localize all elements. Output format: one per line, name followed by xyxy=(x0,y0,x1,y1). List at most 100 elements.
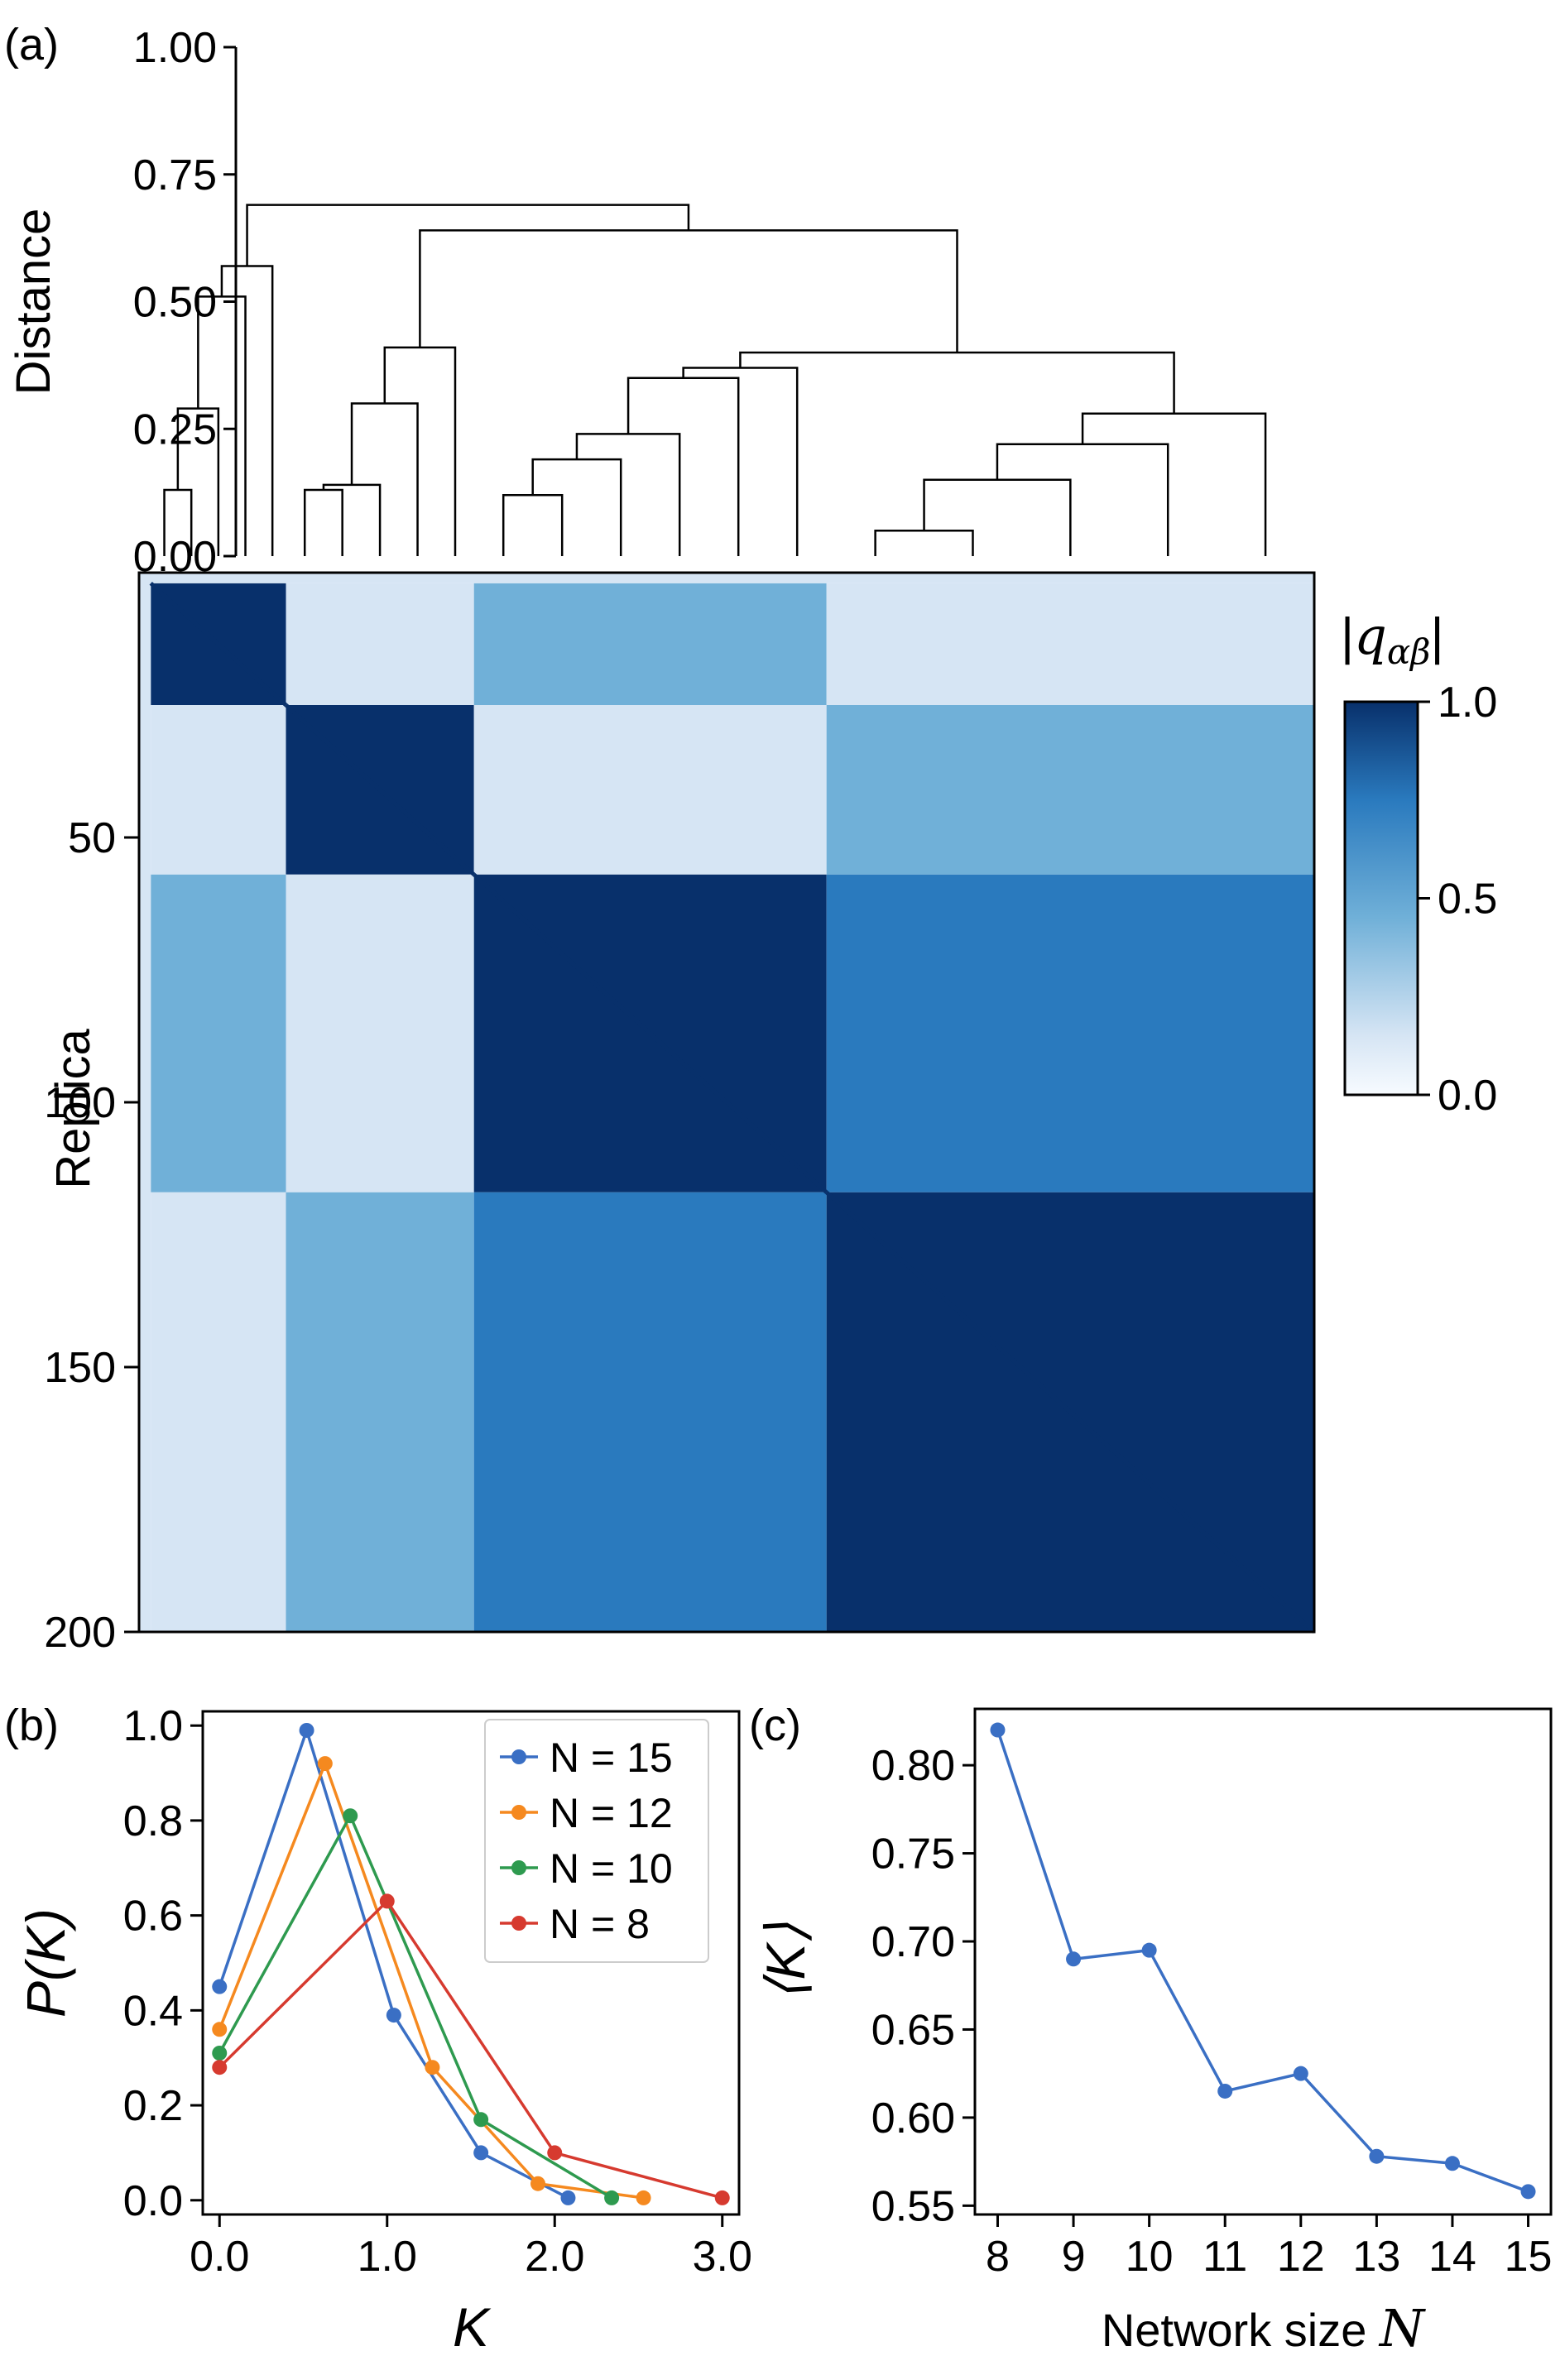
series-line xyxy=(996,1729,1529,2193)
data-point xyxy=(714,2190,730,2205)
data-point xyxy=(473,2145,489,2161)
legend-box xyxy=(484,1719,709,1963)
data-point xyxy=(299,1722,314,1738)
dendro-y-tick-label: 1.00 xyxy=(133,24,217,72)
x-tick-label: 14 xyxy=(1428,2233,1476,2281)
plot-b: 0.0 1.0 2.0 3.0 0.0 0.2 0.4 0.6 0.8 1.0 K P(K) N = 1… xyxy=(15,1702,752,2358)
heatmap-cell xyxy=(473,705,827,875)
x-axis-label-symbol: N xyxy=(1378,2298,1427,2358)
data-point xyxy=(343,1808,358,1824)
legend-label: N = 15 xyxy=(550,1735,673,1781)
x-tick-label: 0.0 xyxy=(190,2233,249,2281)
data-point xyxy=(473,2112,489,2128)
data-point xyxy=(1520,2184,1536,2200)
x-tick-label: 10 xyxy=(1126,2233,1174,2281)
heatmap-diagonal xyxy=(473,872,828,1194)
y-tick-label: 0.80 xyxy=(871,1742,955,1790)
panel-a-label: (a) xyxy=(4,20,59,70)
heatmap: 50 100 150 200 Replica xyxy=(44,571,1316,1657)
heatmap-cell xyxy=(826,874,1314,1192)
colorbar-label-bar: | xyxy=(1341,608,1354,665)
y-tick-label: 0.65 xyxy=(871,2006,955,2054)
heatmap-cell xyxy=(286,583,474,705)
heatmap-cell xyxy=(151,705,286,875)
data-point xyxy=(547,2145,563,2161)
legend-marker xyxy=(511,1916,526,1931)
legend-label: N = 10 xyxy=(550,1845,673,1892)
legend-marker xyxy=(511,1805,526,1820)
dendro-y-tick-label: 0.25 xyxy=(133,405,217,453)
colorbar-tick-label: 0.0 xyxy=(1438,1072,1497,1120)
dendro-link xyxy=(322,483,382,556)
y-tick-label: 0.70 xyxy=(871,1918,955,1966)
heatmap-cell xyxy=(473,1192,827,1632)
data-point xyxy=(990,1722,1006,1738)
data-point xyxy=(425,2060,440,2075)
dendro-link xyxy=(575,433,681,556)
legend-label: N = 8 xyxy=(550,1901,650,1947)
dendro-link xyxy=(502,493,564,556)
series-line xyxy=(218,1812,612,2200)
legend-marker xyxy=(511,1860,526,1875)
y-tick-label: 0.2 xyxy=(123,2082,183,2130)
legend: N = 15 N = 12 N = 10 N = 8 xyxy=(484,1719,709,1963)
x-axis-label: K xyxy=(453,2296,492,2358)
colorbar-label-subscript: αβ xyxy=(1387,631,1431,672)
y-tick-label: 0.8 xyxy=(123,1797,183,1845)
colorbar: 0.00.51.0|qαβ| xyxy=(1341,606,1497,1120)
dendro-link xyxy=(739,351,1175,414)
x-tick-label: 15 xyxy=(1505,2233,1553,2281)
heatmap-cell xyxy=(139,573,151,1632)
legend-label: N = 12 xyxy=(550,1790,673,1836)
y-tick-label: 0.4 xyxy=(123,1987,183,2035)
dendro-link xyxy=(220,265,274,556)
x-tick-label: 1.0 xyxy=(358,2233,417,2281)
heatmap-y-axis-label: Replica xyxy=(46,1029,100,1189)
data-point xyxy=(1369,2148,1385,2164)
heatmap-cell xyxy=(473,583,827,705)
x-tick-label: 2.0 xyxy=(525,2233,584,2281)
data-point xyxy=(530,2176,545,2191)
heatmap-diagonal xyxy=(825,1190,1316,1634)
heatmap-diagonal xyxy=(284,703,476,876)
x-tick-label: 11 xyxy=(1203,2233,1247,2281)
x-axis-label-text: Network size xyxy=(1102,2304,1380,2356)
colorbar-label-bar: | xyxy=(1430,608,1443,665)
y-tick-label: 0.55 xyxy=(871,2182,955,2230)
data-point xyxy=(560,2190,576,2205)
colorbar-tick-label: 0.5 xyxy=(1438,876,1497,924)
dendro-link xyxy=(626,377,740,556)
y-tick-label: 0.0 xyxy=(123,2177,183,2225)
x-tick-label: 3.0 xyxy=(693,2233,752,2281)
y-tick-label: 1.0 xyxy=(123,1702,183,1750)
heatmap-y-tick-label: 150 xyxy=(44,1344,116,1392)
colorbar-label: |qαβ| xyxy=(1341,606,1444,672)
colorbar-label-symbol: q xyxy=(1354,606,1387,666)
x-tick-label: 13 xyxy=(1352,2233,1400,2281)
colorbar-scale xyxy=(1343,700,1419,1096)
dendro-link xyxy=(383,346,457,556)
panel-c: (c) 8 9 10 11 12 13 14 15 0.55 0.60 0.65 0.70 0.75 0.… xyxy=(749,1701,1553,2358)
heatmap-cell xyxy=(139,573,1314,583)
heatmap-cell xyxy=(826,705,1314,875)
dendro-link xyxy=(419,229,958,353)
x-tick-label: 9 xyxy=(1062,2233,1086,2281)
heatmap-cell xyxy=(151,874,286,1192)
dendro-link xyxy=(531,458,622,556)
colorbar-tick-label: 1.0 xyxy=(1438,679,1497,727)
dendro-link xyxy=(350,402,419,556)
heatmap-cell xyxy=(826,583,1314,705)
dendro-link xyxy=(682,367,799,556)
heatmap-cell xyxy=(286,874,474,1192)
heatmap-y-tick-label: 200 xyxy=(44,1609,116,1657)
data-point xyxy=(212,2060,228,2075)
heatmap-diagonal xyxy=(149,581,288,707)
heatmap-cell xyxy=(286,1192,474,1632)
data-point xyxy=(379,1893,395,1909)
dendro-y-tick-label: 0.75 xyxy=(133,151,217,199)
y-tick-label: 0.6 xyxy=(123,1893,183,1941)
data-point xyxy=(1293,2066,1308,2081)
data-point xyxy=(1141,1942,1157,1958)
